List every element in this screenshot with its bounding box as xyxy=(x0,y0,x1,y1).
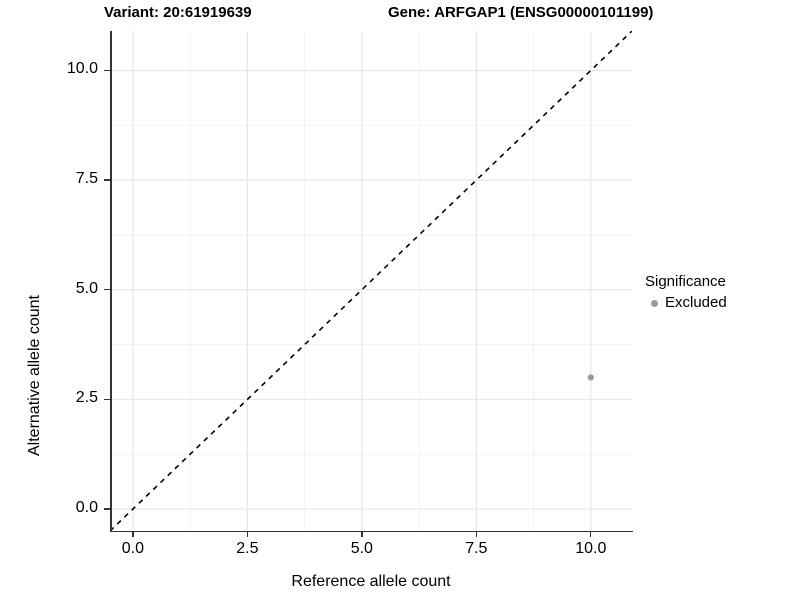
y-axis-tick-label: 2.5 xyxy=(75,389,98,407)
x-axis-label: Reference allele count xyxy=(291,573,451,590)
x-axis-tick-label: 7.5 xyxy=(465,540,488,557)
x-axis-tick xyxy=(361,531,363,537)
x-axis-tick xyxy=(246,531,249,537)
variant-title: Variant: 20:61919639 xyxy=(104,4,252,21)
x-axis-tick xyxy=(132,531,134,537)
major-gridlines xyxy=(110,31,632,531)
x-axis-tick xyxy=(475,531,477,537)
legend-item-label: Excluded xyxy=(665,294,727,311)
data-points xyxy=(587,374,594,381)
x-axis-line xyxy=(110,530,633,533)
legend-item[interactable]: Excluded xyxy=(645,293,795,313)
x-axis-tick-label: 0.0 xyxy=(121,540,145,557)
y-axis-tick xyxy=(104,508,110,510)
y-axis-tick-label: 7.5 xyxy=(75,170,98,188)
minor-gridlines xyxy=(110,31,632,531)
y-axis-tick xyxy=(104,69,110,72)
x-axis-tick xyxy=(590,531,592,537)
y-axis-label: Alternative allele count xyxy=(26,295,43,456)
y-axis-tick-label: 5.0 xyxy=(75,279,98,297)
legend: Significance Excluded xyxy=(645,272,795,313)
legend-dot xyxy=(650,299,658,307)
y-axis-tick xyxy=(104,398,110,401)
y-axis-tick xyxy=(104,289,110,291)
y-axis-tick-label: 0.0 xyxy=(75,499,98,517)
legend-title: Significance xyxy=(645,273,726,290)
legend-marker-icon xyxy=(645,294,663,312)
gene-title: Gene: ARFGAP1 (ENSG00000101199) xyxy=(388,4,654,21)
panel-graphics xyxy=(110,31,632,531)
plot-panel xyxy=(110,31,632,531)
y-axis-line xyxy=(110,31,112,532)
y-axis-tick xyxy=(104,179,110,181)
x-axis-tick-label: 10.0 xyxy=(575,540,607,557)
diagonal-reference-line xyxy=(110,31,632,531)
x-axis-tick-label: 2.5 xyxy=(236,540,259,557)
x-axis-tick-label: 5.0 xyxy=(350,540,373,557)
legend-items: Excluded xyxy=(645,293,795,313)
y-axis-tick-label: 10.0 xyxy=(66,60,98,78)
